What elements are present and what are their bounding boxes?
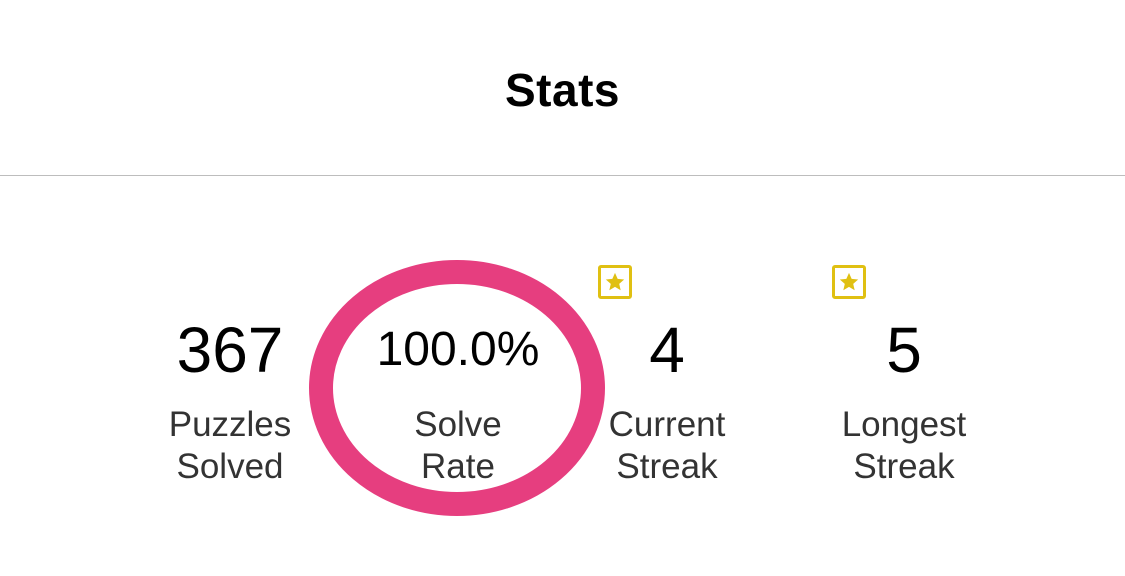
- star-shape: [839, 272, 859, 291]
- star-shape: [605, 272, 625, 291]
- stat-label: Current Streak: [608, 405, 726, 486]
- stat-value: 4: [649, 314, 685, 386]
- stat-puzzles-solved: 367 Puzzles Solved: [120, 310, 340, 488]
- stat-label: Longest Streak: [841, 405, 967, 486]
- stat-current-streak: 4 Current Streak: [557, 310, 777, 488]
- star-icon: [598, 265, 632, 299]
- stat-label: Solve Rate: [414, 405, 502, 486]
- page-title: Stats: [505, 63, 620, 116]
- stat-value: 367: [176, 314, 284, 386]
- stat-value: 100.0%: [376, 323, 540, 376]
- stat-longest-streak: 5 Longest Streak: [794, 310, 1014, 488]
- stat-solve-rate: 100.0% Solve Rate: [348, 310, 568, 488]
- star-icon: [832, 265, 866, 299]
- stats-header: Stats: [0, 0, 1125, 176]
- stat-label: Puzzles Solved: [168, 405, 292, 486]
- stat-value: 5: [886, 314, 922, 386]
